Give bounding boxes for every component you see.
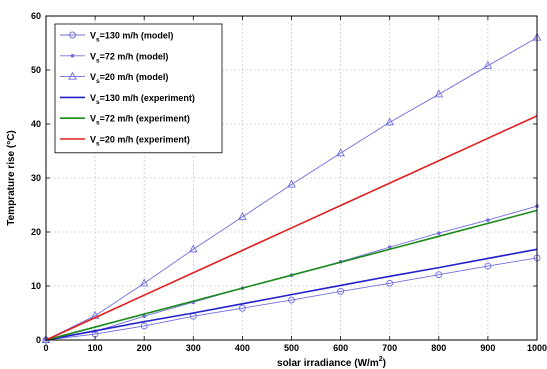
data-point-1 xyxy=(337,287,345,295)
legend-label-main: V xyxy=(90,114,96,124)
data-point-3 xyxy=(139,278,149,287)
legend-entry-4: Vs=130 m/h (experiment) xyxy=(60,93,195,106)
legend-label-sub: s xyxy=(96,120,100,127)
legend-label-main: V xyxy=(90,135,96,145)
legend-label-rest: =20 m/h (experiment) xyxy=(100,135,190,145)
x-axis-label-sup: 2 xyxy=(379,356,383,363)
series-line-4 xyxy=(45,248,538,341)
data-point-1 xyxy=(288,296,295,304)
legend-label-main: V xyxy=(90,93,96,103)
x-tick-label: 100 xyxy=(88,343,103,353)
data-point-2 xyxy=(437,231,441,235)
data-point-2 xyxy=(387,245,392,249)
series-line-1 xyxy=(45,257,538,341)
legend-entry-5: Vs=72 m/h (experiment) xyxy=(60,114,190,127)
series-line-5 xyxy=(45,209,538,341)
data-point-3 xyxy=(188,244,198,253)
x-tick-label: 600 xyxy=(333,343,348,353)
legend-label: Vs=130 m/h (experiment) xyxy=(90,93,195,106)
series-5 xyxy=(45,209,538,341)
grid xyxy=(46,16,537,340)
y-tick-label: 40 xyxy=(31,119,41,129)
legend-label: Vs=72 m/h (experiment) xyxy=(90,114,190,127)
x-tick-label: 800 xyxy=(431,343,446,353)
legend-label-rest: =130 m/h (model) xyxy=(100,31,174,41)
tick-labels: 0 100 200 300 400 500 600 700 800 900 1000 0 10 20 30 4… xyxy=(31,11,547,353)
legend-label-sub: s xyxy=(96,57,100,64)
data-point-2 xyxy=(486,218,490,222)
data-point-3 xyxy=(336,148,345,157)
legend-label-rest: =130 m/h (experiment) xyxy=(100,93,195,103)
legend-entry-6: Vs=20 m/h (experiment) xyxy=(60,135,190,148)
y-tick-label: 0 xyxy=(36,335,41,345)
legend-label: Vs=20 m/h (model) xyxy=(90,72,168,85)
legend-label-main: V xyxy=(90,31,96,41)
legend-label-main: V xyxy=(90,72,96,82)
legend-label: Vs=130 m/h (model) xyxy=(90,31,173,44)
data-point-1 xyxy=(435,271,443,279)
y-axis-label: Temprature rise (°C) xyxy=(6,130,17,226)
legend-entry-2: Vs=72 m/h (model) xyxy=(60,51,168,64)
y-tick-label: 30 xyxy=(31,173,41,183)
data-point-3 xyxy=(385,117,395,126)
x-tick-label: 0 xyxy=(43,343,48,353)
legend-label: Vs=20 m/h (experiment) xyxy=(90,135,190,148)
legend: Vs=130 m/h (model)Vs=72 m/h (model)Vs=20… xyxy=(54,23,223,154)
y-tick-label: 60 xyxy=(31,11,41,21)
legend-label: Vs=72 m/h (model) xyxy=(90,51,168,64)
legend-entry-1: Vs=130 m/h (model) xyxy=(60,31,173,44)
legend-label-sub: s xyxy=(96,99,100,106)
series-line-3 xyxy=(45,37,538,341)
x-axis-label-end: ) xyxy=(383,358,386,369)
series-line-6 xyxy=(45,115,538,341)
x-tick-label: 300 xyxy=(186,343,201,353)
legend-label-main: V xyxy=(90,51,96,61)
data-point-3 xyxy=(434,89,444,98)
x-tick-label: 1000 xyxy=(527,343,547,353)
legend-label-sub: s xyxy=(96,141,100,148)
legend-label-rest: =72 m/h (model) xyxy=(100,51,169,61)
axis-ticks xyxy=(45,15,538,341)
x-tick-label: 500 xyxy=(284,343,299,353)
data-point-legend-2 xyxy=(70,54,75,58)
x-axis-label: solar irradiance (W/m2) xyxy=(277,356,386,369)
data-point-legend-3 xyxy=(68,71,77,80)
data-point-1 xyxy=(386,279,394,287)
x-tick-label: 200 xyxy=(137,343,152,353)
data-point-1 xyxy=(484,262,492,270)
data-point-3 xyxy=(483,60,493,69)
series-6 xyxy=(45,115,538,341)
y-tick-label: 20 xyxy=(31,227,41,237)
series-4 xyxy=(45,248,538,341)
x-axis-label-main: solar irradiance (W/m xyxy=(277,358,379,369)
legend-label-sub: s xyxy=(96,37,100,44)
series-layer xyxy=(41,32,542,344)
legend-box xyxy=(54,23,223,154)
data-point-3 xyxy=(238,211,247,220)
x-tick-label: 900 xyxy=(480,343,495,353)
legend-label-rest: =72 m/h (experiment) xyxy=(100,114,190,124)
y-tick-label: 10 xyxy=(31,281,41,291)
data-point-3 xyxy=(287,179,296,188)
data-point-1 xyxy=(238,304,246,312)
data-point-legend-1 xyxy=(69,31,76,39)
legend-label-sub: s xyxy=(96,78,100,85)
legend-entry-3: Vs=20 m/h (model) xyxy=(60,71,168,85)
y-tick-label: 50 xyxy=(31,65,41,75)
legend-label-rest: =20 m/h (model) xyxy=(100,72,169,82)
x-tick-label: 700 xyxy=(382,343,397,353)
data-point-1 xyxy=(140,322,148,330)
x-tick-label: 400 xyxy=(235,343,250,353)
data-point-2 xyxy=(142,314,146,319)
